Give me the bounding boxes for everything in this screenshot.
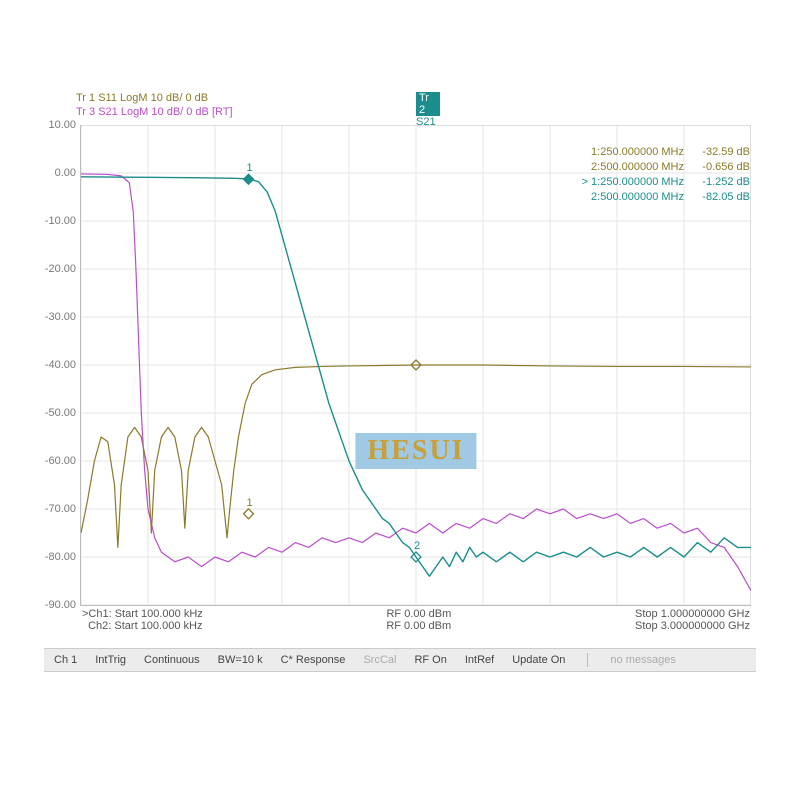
status-item: Update On (512, 654, 565, 666)
trace1-label: Tr 1 S11 LogM 10 dB/ 0 dB (76, 92, 233, 104)
y-tick-label: 10.00 (36, 119, 76, 131)
y-tick-label: -20.00 (36, 263, 76, 275)
watermark: HESUI (355, 433, 476, 469)
svg-text:2: 2 (414, 540, 420, 552)
marker-row: 2:500.000000 MHz-0.656 dB (554, 160, 750, 175)
status-item: Ch 1 (54, 654, 77, 666)
ch2-stop: Stop 3.000000000 GHz (635, 620, 750, 632)
y-tick-label: -50.00 (36, 407, 76, 419)
status-item: SrcCal (363, 654, 396, 666)
status-item: C* Response (281, 654, 346, 666)
y-tick-label: -80.00 (36, 551, 76, 563)
ch1-start: >Ch1: Start 100.000 kHz (82, 608, 203, 620)
status-messages: no messages (610, 654, 675, 666)
ch1-rf: RF 0.00 dBm (386, 608, 451, 620)
status-item: Continuous (144, 654, 200, 666)
marker-readout: 1:250.000000 MHz-32.59 dB 2:500.000000 M… (554, 145, 750, 205)
y-tick-label: -90.00 (36, 599, 76, 611)
status-item: BW=10 k (218, 654, 263, 666)
y-tick-label: -30.00 (36, 311, 76, 323)
y-tick-label: 0.00 (36, 167, 76, 179)
svg-text:1: 1 (246, 162, 252, 174)
y-tick-label: -10.00 (36, 215, 76, 227)
status-bar: Ch 1 IntTrig Continuous BW=10 k C* Response S… (44, 648, 756, 672)
svg-text:1: 1 (246, 497, 252, 509)
marker-row: 2:500.000000 MHz-82.05 dB (554, 190, 750, 205)
marker-row: 1:250.000000 MHz-32.59 dB (554, 145, 750, 160)
marker-row: > 1:250.000000 MHz-1.252 dB (554, 175, 750, 190)
y-axis: 10.000.00-10.00-20.00-30.00-40.00-50.00-… (38, 125, 78, 605)
status-item: IntTrig (95, 654, 126, 666)
ch2-start: Ch2: Start 100.000 kHz (82, 620, 202, 632)
status-item: RF On (414, 654, 446, 666)
status-item: IntRef (465, 654, 494, 666)
vna-screenshot: Tr 1 S11 LogM 10 dB/ 0 dB Tr 2S21 LogM 1… (0, 0, 800, 800)
trace2-badge: Tr 2 (416, 92, 440, 116)
y-tick-label: -70.00 (36, 503, 76, 515)
ch1-stop: Stop 1.000000000 GHz (635, 608, 750, 620)
y-tick-label: -60.00 (36, 455, 76, 467)
trace-labels: Tr 1 S11 LogM 10 dB/ 0 dB Tr 2S21 LogM 1… (76, 92, 233, 120)
trace3-label: Tr 3 S21 LogM 10 dB/ 0 dB [RT] (76, 106, 233, 118)
ch2-rf: RF 0.00 dBm (386, 620, 451, 632)
y-tick-label: -40.00 (36, 359, 76, 371)
channel-info: >Ch1: Start 100.000 kHz RF 0.00 dBm Stop… (82, 608, 750, 632)
